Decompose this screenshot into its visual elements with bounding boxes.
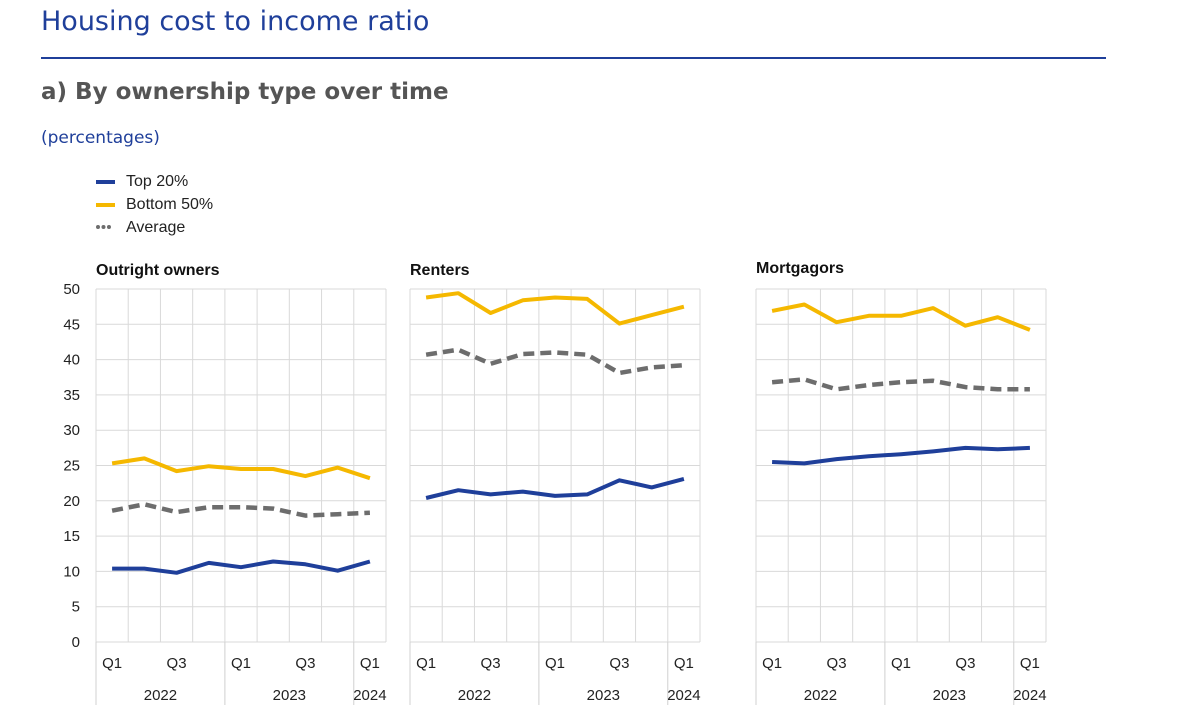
legend-item-bottom50: Bottom 50% bbox=[96, 193, 213, 216]
x-year-label: 2024 bbox=[667, 687, 700, 704]
x-year-label: 2022 bbox=[144, 687, 177, 704]
y-tick-label: 40 bbox=[63, 352, 80, 369]
x-tick-label: Q1 bbox=[674, 655, 694, 672]
series-line-bottom-50 bbox=[425, 291, 685, 326]
y-tick-label: 15 bbox=[63, 528, 80, 545]
x-tick-label: Q1 bbox=[1020, 655, 1040, 672]
legend-item-average: Average bbox=[96, 216, 213, 239]
x-year-label: 2024 bbox=[1013, 687, 1046, 704]
y-tick-label: 20 bbox=[63, 493, 80, 510]
x-year-label: 2022 bbox=[458, 687, 491, 704]
x-year-label: 2023 bbox=[933, 687, 966, 704]
y-tick-label: 45 bbox=[63, 316, 80, 333]
y-tick-label: 10 bbox=[63, 563, 80, 580]
y-tick-label: 25 bbox=[63, 458, 80, 475]
series-line-average bbox=[771, 377, 1030, 392]
x-year-label: 2023 bbox=[273, 687, 306, 704]
series-line-top-20 bbox=[112, 559, 371, 575]
series-line-top-20 bbox=[425, 476, 685, 500]
x-tick-label: Q3 bbox=[955, 655, 975, 672]
panel-title: Renters bbox=[410, 262, 470, 279]
series-line-bottom-50 bbox=[771, 302, 1031, 332]
series-line-average bbox=[425, 347, 685, 376]
panel-title: Outright owners bbox=[96, 262, 220, 279]
x-tick-label: Q3 bbox=[295, 655, 315, 672]
x-tick-label: Q3 bbox=[609, 655, 629, 672]
legend-label-bottom50: Bottom 50% bbox=[126, 196, 214, 213]
legend-swatch-bottom50 bbox=[96, 203, 115, 207]
title-divider bbox=[41, 57, 1106, 59]
x-tick-label: Q3 bbox=[481, 655, 501, 672]
series-line-bottom-50 bbox=[111, 456, 371, 481]
x-year-label: 2022 bbox=[804, 687, 837, 704]
x-year-label: 2023 bbox=[587, 687, 620, 704]
legend-swatch-average bbox=[96, 225, 111, 229]
series-line-top-20 bbox=[772, 445, 1030, 466]
y-tick-label: 35 bbox=[63, 387, 80, 404]
x-tick-label: Q3 bbox=[827, 655, 847, 672]
x-year-label: 2024 bbox=[353, 687, 386, 704]
chart-legend: Top 20% Bottom 50% Average bbox=[96, 170, 213, 239]
legend-swatch-top20 bbox=[96, 180, 115, 184]
y-tick-label: 5 bbox=[72, 599, 80, 616]
x-tick-label: Q1 bbox=[762, 655, 782, 672]
units-label: (percentages) bbox=[41, 128, 160, 148]
page-title: Housing cost to income ratio bbox=[41, 6, 430, 37]
x-tick-label: Q1 bbox=[360, 655, 380, 672]
x-tick-label: Q1 bbox=[891, 655, 911, 672]
legend-label-average: Average bbox=[126, 219, 186, 236]
x-tick-label: Q1 bbox=[102, 655, 122, 672]
x-tick-label: Q1 bbox=[416, 655, 436, 672]
x-tick-label: Q1 bbox=[545, 655, 565, 672]
series-line-average bbox=[111, 502, 370, 518]
chart-subtitle: a) By ownership type over time bbox=[41, 79, 449, 105]
y-tick-label: 30 bbox=[63, 422, 80, 439]
y-tick-label: 0 bbox=[72, 634, 80, 651]
x-tick-label: Q1 bbox=[231, 655, 251, 672]
legend-item-top20: Top 20% bbox=[96, 170, 213, 193]
legend-label-top20: Top 20% bbox=[126, 173, 189, 190]
x-tick-label: Q3 bbox=[167, 655, 187, 672]
y-tick-label: 50 bbox=[63, 281, 80, 298]
panel-title: Mortgagors bbox=[756, 260, 844, 277]
